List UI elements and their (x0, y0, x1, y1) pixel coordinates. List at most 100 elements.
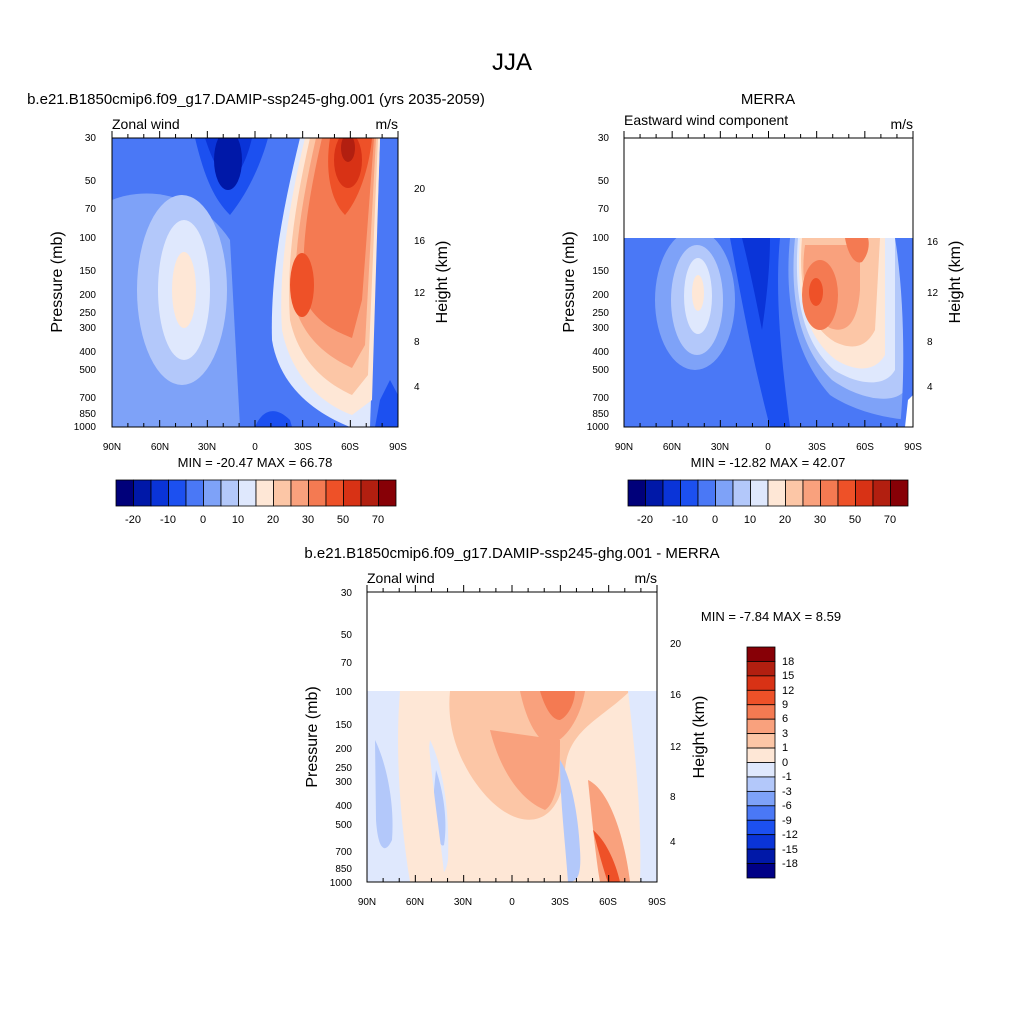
panel-diff-contours (367, 691, 657, 882)
panel-diff-x-ticks: 90N 60N 30N 0 30S 60S 90S (358, 897, 666, 908)
contour-fill (730, 238, 790, 427)
y-tick-label: 300 (335, 777, 352, 788)
x-tick-label: 30S (551, 897, 569, 908)
colorbar-swatch (746, 863, 776, 879)
colorbar-label: 0 (712, 514, 718, 526)
y-tick-label: 850 (335, 864, 352, 875)
panel-model-y2-ticks: 20 16 12 8 4 (414, 184, 426, 393)
colorbar-swatch (185, 479, 204, 507)
colorbar-swatch (872, 479, 891, 507)
colorbar-swatch (238, 479, 257, 507)
y-tick-label: 30 (598, 133, 610, 144)
colorbar-swatch (746, 776, 776, 792)
colorbar-label: -9 (782, 815, 792, 827)
colorbar-swatch (746, 689, 776, 706)
y-tick-label: 30 (85, 133, 97, 144)
y2-tick-label: 16 (414, 236, 426, 247)
y-tick-label: 250 (592, 308, 609, 319)
colorbar-swatch (255, 479, 274, 507)
x-tick-label: 60N (663, 442, 681, 453)
contour-fill (214, 138, 242, 190)
panel-diff-colorbar-labels: 18 15 12 9 6 3 1 0 -1 -3 -6 -9 -12 -15 -… (782, 656, 798, 870)
colorbar-swatch (746, 848, 776, 864)
colorbar-label: 20 (779, 514, 791, 526)
colorbar-swatch (343, 479, 362, 507)
colorbar-swatch (662, 479, 681, 507)
colorbar-swatch (732, 479, 751, 507)
colorbar-swatch (746, 661, 776, 677)
colorbar-swatch (115, 479, 134, 507)
panel-obs-title: MERRA (741, 91, 795, 108)
colorbar-label: 30 (302, 514, 314, 526)
colorbar-swatch (290, 479, 309, 507)
y2-tick-label: 12 (927, 288, 939, 299)
y-tick-label: 250 (79, 308, 96, 319)
x-tick-label: 30N (198, 442, 216, 453)
y-tick-label: 70 (598, 204, 610, 215)
contour-fill (895, 238, 913, 427)
colorbar-swatch (645, 479, 664, 507)
panel-diff: b.e21.B1850cmip6.f09_g17.DAMIP-ssp245-gh… (304, 545, 841, 908)
colorbar-swatch (802, 479, 821, 507)
panel-model-y2label: Height (km) (434, 241, 451, 324)
colorbar-swatch (308, 479, 327, 507)
colorbar-swatch (168, 479, 187, 507)
contour-fill (290, 253, 314, 317)
y-tick-label: 400 (79, 347, 96, 358)
contour-fill (593, 830, 620, 882)
panel-model-x-ticks: 90N 60N 30N 0 30S 60S 90S (103, 442, 407, 453)
panel-obs-stats: MIN = -12.82 MAX = 42.07 (691, 455, 846, 470)
colorbar-swatch (133, 479, 152, 507)
panel-obs: MERRA Eastward wind component m/s (561, 91, 964, 526)
colorbar-label: 50 (849, 514, 861, 526)
x-tick-label: 90N (615, 442, 633, 453)
colorbar-label: -12 (782, 829, 798, 841)
y-tick-label: 250 (335, 763, 352, 774)
colorbar-swatch (746, 733, 776, 749)
colorbar-swatch (746, 675, 776, 691)
colorbar-swatch (746, 704, 776, 720)
colorbar-swatch (627, 479, 646, 507)
colorbar-label: -6 (782, 800, 792, 812)
colorbar-swatch (273, 479, 292, 507)
colorbar-label: 70 (884, 514, 896, 526)
colorbar-label: 50 (337, 514, 349, 526)
contour-fill (334, 138, 362, 188)
panel-model-left-label: Zonal wind (112, 116, 180, 132)
contour-fill (845, 238, 869, 263)
panel-diff-stats: MIN = -7.84 MAX = 8.59 (701, 609, 841, 624)
x-tick-label: 0 (765, 442, 771, 453)
colorbar-swatch (750, 479, 769, 507)
y2-tick-label: 4 (927, 382, 933, 393)
y2-tick-label: 4 (414, 382, 420, 393)
x-tick-label: 30S (294, 442, 312, 453)
y-tick-label: 400 (335, 801, 352, 812)
panel-model-colorbar (115, 479, 397, 507)
panel-obs-units: m/s (890, 116, 913, 132)
panel-obs-colorbar (627, 479, 909, 507)
axis-ticks (111, 131, 399, 427)
y2-tick-label: 4 (670, 837, 676, 848)
colorbar-label: 20 (267, 514, 279, 526)
y2-tick-label: 20 (670, 639, 682, 650)
contour-fill (172, 252, 196, 328)
contour-fill (560, 760, 581, 882)
colorbar-swatch (785, 479, 804, 507)
y-tick-label: 300 (79, 323, 96, 334)
panel-diff-units: m/s (634, 570, 657, 586)
y2-tick-label: 8 (414, 337, 420, 348)
colorbar-swatch (203, 479, 222, 507)
colorbar-label: 70 (372, 514, 384, 526)
x-tick-label: 30N (454, 897, 472, 908)
panel-obs-colorbar-labels: -20 -10 0 10 20 30 50 70 (637, 514, 896, 526)
y-tick-label: 150 (79, 266, 96, 277)
colorbar-label: -1 (782, 771, 792, 783)
panel-obs-x-ticks: 90N 60N 30N 0 30S 60S 90S (615, 442, 922, 453)
colorbar-swatch (890, 479, 909, 507)
contour-fill (372, 138, 398, 427)
y-tick-label: 500 (335, 820, 352, 831)
colorbar-swatch (837, 479, 856, 507)
y-tick-label: 700 (79, 393, 96, 404)
x-tick-label: 90N (358, 897, 376, 908)
